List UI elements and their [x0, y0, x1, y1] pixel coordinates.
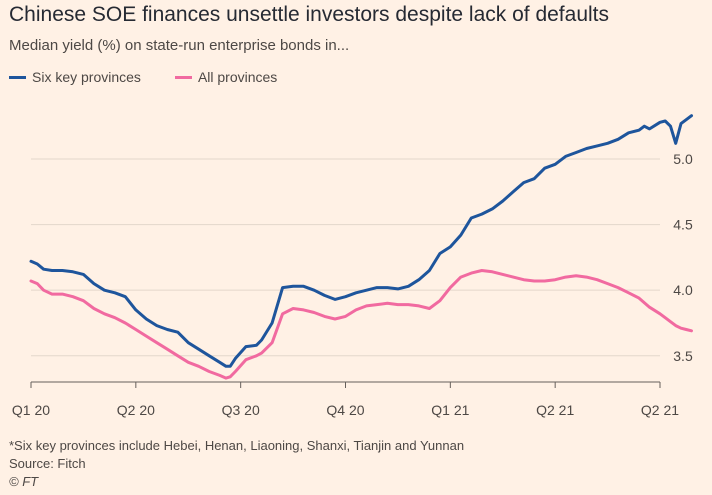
x-tick-label-6: Q2 21 [641, 402, 679, 418]
legend-label-six-key: Six key provinces [32, 69, 141, 85]
x-tick-label-2: Q3 20 [222, 402, 260, 418]
x-tick-label-3: Q4 20 [326, 402, 364, 418]
axis-layer: 3.5 4.0 4.5 5.0 Q1 20 Q2 20 Q3 20 Q4 20 Q1 21 Q2 … [12, 151, 693, 418]
series-line-0 [29, 114, 693, 368]
footnote: *Six key provinces include Hebei, Henan,… [9, 438, 465, 453]
legend-label-all: All provinces [197, 69, 278, 85]
legend-item-six-key: Six key provinces [9, 69, 141, 85]
y-tick-label-3: 5.0 [673, 151, 693, 167]
chart-subtitle: Median yield (%) on state-run enterprise… [9, 37, 350, 54]
x-tick-label-4: Q1 21 [431, 402, 469, 418]
legend-swatch-all [174, 75, 192, 79]
legend: Six key provinces All provinces [9, 69, 277, 85]
legend-swatch-six-key [9, 75, 26, 79]
x-tick-label-5: Q2 21 [536, 402, 574, 418]
x-tick-label-1: Q2 20 [117, 402, 155, 418]
legend-item-all: All provinces [174, 69, 278, 85]
y-tick-label-1: 4.0 [673, 282, 693, 298]
series-layer [29, 114, 693, 380]
y-tick-label-2: 4.5 [673, 217, 693, 233]
grid-layer [31, 158, 660, 357]
series-line-1 [29, 269, 693, 380]
source-line: Source: Fitch [9, 456, 86, 471]
y-tick-label-0: 3.5 [673, 348, 693, 364]
x-tick-label-0: Q1 20 [12, 402, 50, 418]
chart-title: Chinese SOE finances unsettle investors … [9, 3, 609, 26]
ft-credit: © FT [9, 474, 39, 489]
footer: *Six key provinces include Hebei, Henan,… [9, 437, 464, 491]
